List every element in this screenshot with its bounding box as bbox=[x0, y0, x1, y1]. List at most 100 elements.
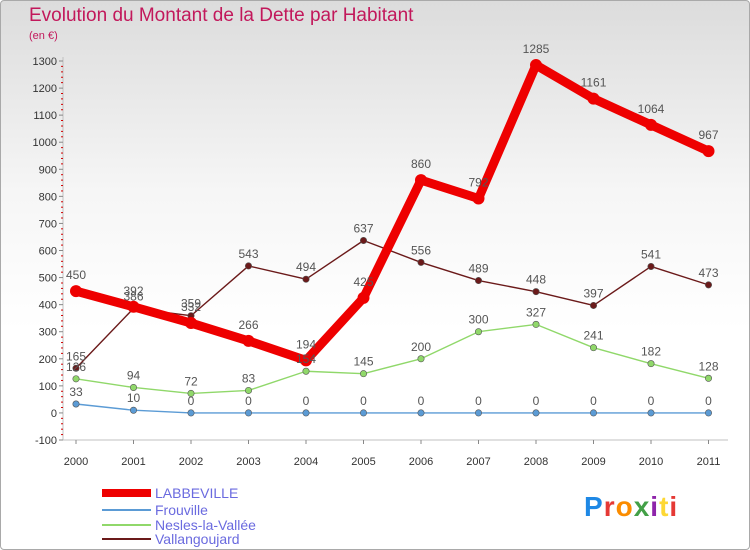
data-label: 200 bbox=[411, 340, 431, 354]
series-line bbox=[75, 403, 710, 414]
data-point bbox=[532, 320, 540, 328]
data-label: 543 bbox=[238, 247, 258, 261]
data-point bbox=[302, 409, 310, 417]
legend-label: LABBEVILLE bbox=[155, 485, 238, 501]
data-label: 94 bbox=[127, 368, 141, 382]
data-point bbox=[704, 281, 712, 289]
series-line bbox=[75, 239, 710, 369]
logo-letter: i bbox=[650, 491, 660, 522]
legend-label: Frouville bbox=[155, 502, 208, 518]
x-tick-label: 2000 bbox=[64, 456, 88, 468]
data-point bbox=[130, 406, 138, 414]
legend-label: Vallangoujard bbox=[155, 531, 240, 547]
data-point bbox=[185, 317, 197, 330]
y-tick-label: -100 bbox=[35, 435, 57, 447]
data-point bbox=[72, 364, 80, 372]
data-label: 1064 bbox=[638, 102, 665, 116]
data-label: 359 bbox=[181, 297, 201, 311]
data-point bbox=[72, 400, 80, 408]
data-point bbox=[530, 59, 542, 72]
y-tick-label: 400 bbox=[39, 300, 57, 312]
data-point bbox=[702, 145, 715, 158]
data-point bbox=[647, 409, 655, 417]
logo-letter: i bbox=[669, 491, 679, 522]
data-point bbox=[245, 262, 253, 270]
data-point bbox=[302, 275, 310, 283]
data-label: 72 bbox=[184, 374, 198, 388]
y-tick-label: 900 bbox=[39, 164, 57, 176]
data-label: 541 bbox=[641, 247, 661, 261]
x-tick-label: 2008 bbox=[524, 456, 548, 468]
data-point bbox=[245, 386, 253, 394]
data-label: 448 bbox=[526, 273, 546, 287]
data-point bbox=[359, 370, 367, 378]
data-label: 425 bbox=[353, 275, 373, 289]
series-labbeville bbox=[70, 59, 715, 367]
series-line bbox=[71, 60, 713, 365]
y-tick-label: 600 bbox=[39, 246, 57, 258]
data-label: 637 bbox=[353, 221, 373, 235]
data-label: 792 bbox=[468, 176, 488, 190]
y-tick-label: 300 bbox=[39, 327, 57, 339]
logo-letter: t bbox=[659, 491, 670, 522]
x-tick-label: 2009 bbox=[581, 456, 605, 468]
data-point bbox=[187, 409, 195, 417]
data-label: 0 bbox=[533, 394, 540, 408]
data-point bbox=[359, 236, 367, 244]
legend-label: Nesles-la-Vallée bbox=[155, 517, 256, 533]
chart-unit: (en €) bbox=[29, 30, 58, 42]
data-label: 33 bbox=[69, 385, 83, 399]
series-frouville bbox=[72, 400, 712, 417]
data-label: 1285 bbox=[523, 42, 550, 56]
data-point bbox=[130, 383, 138, 391]
data-label: 473 bbox=[698, 266, 718, 280]
data-point bbox=[704, 374, 712, 382]
data-point bbox=[645, 118, 657, 131]
data-point bbox=[704, 409, 712, 417]
data-label: 194 bbox=[296, 337, 316, 351]
data-label: 392 bbox=[123, 284, 143, 298]
y-tick-label: 200 bbox=[39, 354, 57, 366]
data-label: 182 bbox=[641, 345, 661, 359]
data-point bbox=[417, 258, 425, 266]
data-point bbox=[647, 262, 655, 270]
data-point bbox=[647, 360, 655, 368]
data-label: 83 bbox=[242, 371, 256, 385]
data-point bbox=[474, 328, 482, 336]
data-label: 332 bbox=[181, 300, 201, 314]
data-labels: 165 386 359 543 494 637 556 489 448 397 541 473 126 9… bbox=[66, 42, 719, 408]
data-point bbox=[72, 375, 80, 383]
y-tick-label: 1200 bbox=[33, 83, 57, 95]
data-label: 397 bbox=[583, 286, 603, 300]
y-tick-label: 800 bbox=[39, 191, 57, 203]
x-tick-label: 2007 bbox=[466, 456, 490, 468]
data-point bbox=[589, 344, 597, 352]
data-point bbox=[474, 409, 482, 417]
data-point bbox=[187, 389, 195, 397]
data-point bbox=[587, 92, 600, 105]
data-label: 154 bbox=[296, 352, 316, 366]
x-tick-label: 2011 bbox=[697, 456, 721, 468]
x-tick-label: 2006 bbox=[409, 456, 433, 468]
y-tick-label: 500 bbox=[39, 273, 57, 285]
x-tick-label: 2005 bbox=[351, 456, 375, 468]
x-tick-label: 2002 bbox=[179, 456, 203, 468]
legend: LABBEVILLEFrouvilleNesles-la-ValléeValla… bbox=[102, 485, 256, 547]
y-tick-label: 700 bbox=[39, 218, 57, 230]
axes: -100010020030040050060070080090010001100… bbox=[33, 56, 728, 468]
y-tick-label: 1000 bbox=[33, 137, 57, 149]
data-label: 300 bbox=[468, 313, 488, 327]
data-point bbox=[359, 409, 367, 417]
data-label: 241 bbox=[583, 329, 603, 343]
series-nesles-la-vall-e bbox=[72, 320, 712, 397]
data-label: 266 bbox=[238, 318, 258, 332]
data-label: 0 bbox=[188, 394, 195, 408]
data-point bbox=[127, 300, 140, 313]
data-point bbox=[474, 277, 482, 285]
data-point bbox=[589, 409, 597, 417]
data-label: 860 bbox=[411, 157, 431, 171]
data-point bbox=[302, 367, 310, 375]
data-point bbox=[532, 288, 540, 296]
